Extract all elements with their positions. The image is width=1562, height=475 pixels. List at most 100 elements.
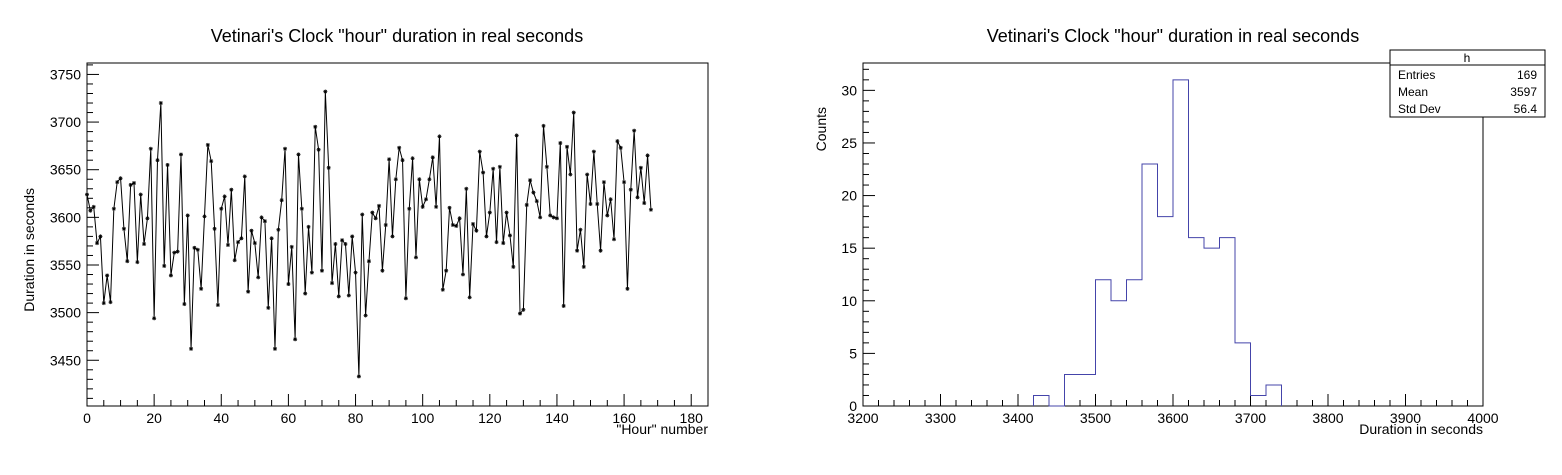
- right-x-axis-title: Duration in seconds: [1359, 421, 1483, 437]
- data-point: [168, 273, 173, 278]
- data-point: [313, 124, 318, 129]
- data-point: [279, 198, 284, 203]
- data-point: [551, 215, 556, 220]
- data-point: [111, 206, 116, 211]
- data-point: [514, 133, 519, 138]
- data-point: [410, 156, 415, 161]
- left-x-tick-label: 160: [612, 410, 636, 426]
- right-y-tick-label: 0: [849, 398, 857, 414]
- left-y-tick-label: 3600: [50, 209, 81, 225]
- stats-entries-value: 169: [1517, 68, 1537, 82]
- data-point: [447, 205, 452, 210]
- data-point: [417, 177, 422, 182]
- data-point: [155, 158, 160, 163]
- histogram-bin: [1142, 164, 1158, 406]
- data-point: [148, 146, 153, 151]
- left-x-axis: 0 20 40 60 80 100 120 140 160 180: [83, 394, 709, 426]
- stats-stddev-label: Std Dev: [1398, 102, 1441, 116]
- data-point: [403, 296, 408, 301]
- histogram-outline: [1033, 79, 1282, 407]
- data-point: [383, 222, 388, 227]
- data-point: [645, 153, 650, 158]
- data-point: [175, 249, 180, 254]
- data-point: [427, 177, 432, 182]
- histogram-bin: [1111, 301, 1127, 406]
- data-point: [612, 237, 617, 242]
- data-point: [571, 110, 576, 115]
- data-point: [528, 178, 533, 183]
- right-y-tick-label: 25: [841, 135, 857, 151]
- right-x-tick-label: 3500: [1080, 410, 1111, 426]
- data-point: [222, 194, 227, 199]
- stats-mean-value: 3597: [1510, 85, 1537, 99]
- data-point: [628, 187, 633, 192]
- data-point: [353, 270, 358, 275]
- data-point: [232, 258, 237, 263]
- left-graph-panel: Vetinari's Clock "hour" duration in real…: [21, 26, 709, 437]
- data-point: [605, 213, 610, 218]
- data-point: [591, 149, 596, 154]
- data-point: [185, 213, 190, 218]
- data-point: [477, 149, 482, 154]
- right-y-tick-label: 5: [849, 345, 857, 361]
- right-x-axis: 3200 3300 3400 3500 3600 3700 3800 3900 4000: [847, 394, 1499, 426]
- data-point: [152, 316, 157, 321]
- data-point: [212, 226, 217, 231]
- data-point: [397, 145, 402, 150]
- stats-box: h Entries 169 Mean 3597 Std Dev 56.4: [1389, 49, 1546, 118]
- data-point: [286, 282, 291, 287]
- data-point: [460, 272, 465, 277]
- data-point: [95, 241, 100, 246]
- data-point: [85, 192, 89, 197]
- data-point: [125, 259, 130, 264]
- right-y-tick-label: 20: [841, 188, 857, 204]
- left-x-tick-label: 140: [545, 410, 569, 426]
- data-point: [189, 346, 194, 351]
- data-point: [178, 152, 183, 157]
- data-point: [474, 228, 479, 233]
- histogram-bin: [1158, 217, 1174, 406]
- data-point: [266, 305, 271, 310]
- histogram-bin: [1173, 80, 1189, 406]
- data-point: [269, 236, 274, 241]
- data-point: [578, 227, 583, 232]
- data-point: [262, 219, 267, 224]
- data-point: [330, 281, 335, 286]
- data-point: [531, 190, 536, 195]
- data-point: [296, 152, 301, 157]
- data-point: [242, 174, 247, 179]
- data-point: [430, 155, 435, 160]
- data-point: [487, 210, 492, 215]
- right-y-axis: 0 5 10 15 20 25 30: [841, 68, 875, 414]
- data-point: [491, 166, 496, 171]
- data-point: [343, 242, 348, 247]
- data-point: [554, 216, 559, 221]
- data-point: [390, 234, 395, 239]
- data-point: [518, 311, 523, 316]
- data-point: [336, 294, 341, 299]
- data-point: [219, 206, 224, 211]
- data-point: [346, 293, 351, 298]
- data-point: [507, 233, 512, 238]
- data-point: [229, 187, 234, 192]
- data-point: [249, 228, 254, 233]
- left-plot-frame: [86, 62, 709, 407]
- data-point: [225, 242, 230, 247]
- data-point: [162, 263, 167, 268]
- data-point: [303, 291, 308, 296]
- data-point: [544, 164, 549, 169]
- data-point: [524, 202, 529, 207]
- histogram-bin: [1251, 395, 1267, 406]
- right-histogram-panel: Vetinari's Clock "hour" duration in real…: [813, 26, 1546, 437]
- data-point: [360, 212, 365, 217]
- data-point: [259, 215, 264, 220]
- data-point: [521, 307, 526, 312]
- data-point: [276, 227, 281, 232]
- left-x-tick-label: 20: [146, 410, 162, 426]
- data-point: [299, 206, 304, 211]
- data-point: [625, 286, 630, 291]
- data-point: [534, 199, 539, 204]
- data-point: [642, 201, 647, 206]
- left-x-tick-label: 80: [348, 410, 364, 426]
- right-x-tick-label: 3300: [925, 410, 956, 426]
